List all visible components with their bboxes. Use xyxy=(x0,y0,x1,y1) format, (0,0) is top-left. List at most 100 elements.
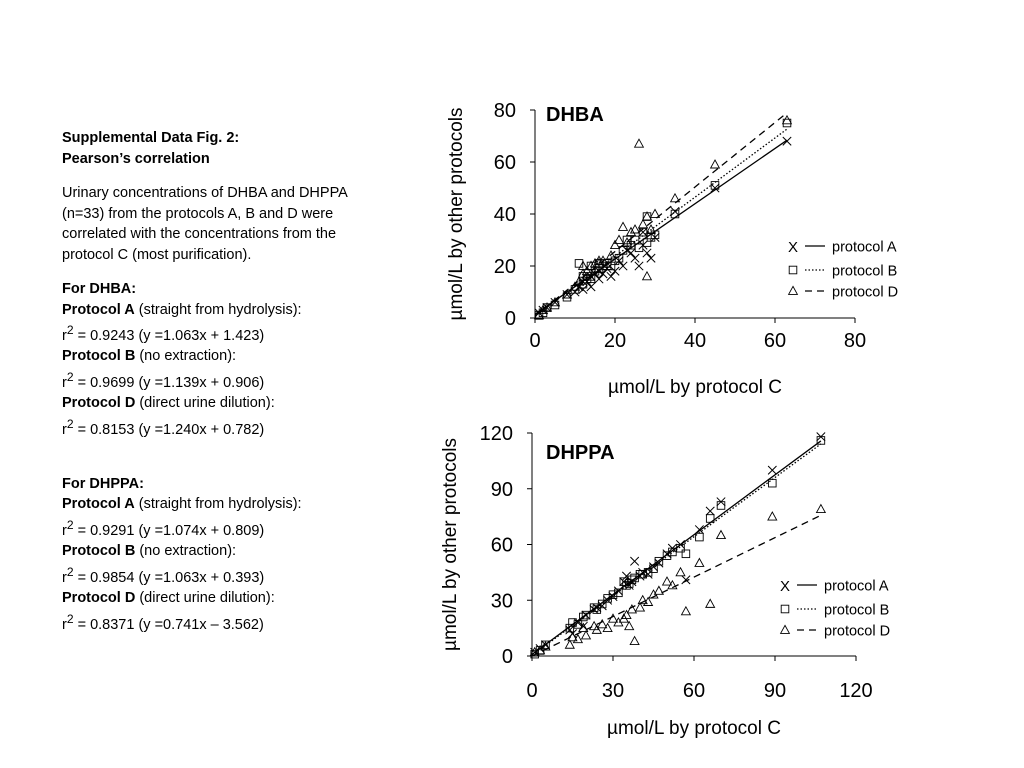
dhba-r2-b: r2 = 0.9699 (y =1.139x + 0.906) xyxy=(62,367,402,393)
intro-line: Urinary concentrations of DHBA and DHPPA xyxy=(62,185,348,201)
legend-label: protocol D xyxy=(824,624,890,640)
data-point xyxy=(705,598,716,608)
protocol-label: Protocol A xyxy=(62,496,135,513)
data-point xyxy=(630,253,640,263)
trend-line-protocol-A xyxy=(531,440,822,656)
x-axis-label: µmol/L by protocol C xyxy=(608,377,782,398)
data-point xyxy=(654,556,664,566)
figure-title: Supplemental Data Fig. 2: xyxy=(62,130,240,146)
r2-value: = 0.9699 (y =1.139x + 0.906) xyxy=(73,374,265,391)
data-point xyxy=(578,622,589,632)
superscript: 2 xyxy=(66,611,74,626)
x-tick-label: 90 xyxy=(764,680,786,702)
trend-line-protocol-D xyxy=(534,112,788,317)
data-point xyxy=(705,506,715,516)
intro-line: protocol C (most purification). xyxy=(62,246,252,263)
x-tick-label: 60 xyxy=(683,680,705,702)
data-point xyxy=(550,297,560,307)
y-tick-label: 60 xyxy=(494,152,516,174)
data-point xyxy=(648,589,659,599)
data-point xyxy=(609,239,621,250)
dhppa-protocol-b: Protocol B (no extraction): xyxy=(62,541,402,562)
r2-value: = 0.9243 (y =1.063x + 1.423) xyxy=(73,327,265,344)
x-tick-label: 40 xyxy=(684,330,706,352)
dhppa-heading: For DHPPA: xyxy=(62,475,144,492)
data-point xyxy=(767,511,778,521)
legend-label: protocol A xyxy=(832,240,897,256)
data-point xyxy=(646,253,656,263)
dhba-heading: For DHBA: xyxy=(62,281,137,297)
data-point xyxy=(573,276,585,286)
data-point xyxy=(637,218,649,229)
superscript: 2 xyxy=(66,416,74,431)
legend-label: protocol A xyxy=(824,579,889,595)
legend-label: protocol D xyxy=(832,285,898,301)
data-point xyxy=(606,271,616,281)
data-point xyxy=(581,610,591,620)
dhba-r2-d: r2 = 0.8153 (y =1.240x + 0.782) xyxy=(62,414,402,440)
dhba-scatter-chart: 0 20 40 60 80 0 20 40 60 80 µmol/L by protocol C µm… xyxy=(446,100,898,398)
legend-label: protocol B xyxy=(832,264,897,280)
dhppa-r2-b: r2 = 0.9854 (y =1.063x + 0.393) xyxy=(62,562,402,588)
y-axis-label: µmol/L by other protocols xyxy=(440,438,461,651)
y-axis-label: µmol/L by other protocols xyxy=(446,107,467,320)
data-point xyxy=(710,183,720,193)
y-tick-label: 40 xyxy=(494,204,516,226)
r2-value: = 0.9291 (y =1.074x + 0.809) xyxy=(73,522,265,539)
data-point xyxy=(597,618,608,629)
dhppa-r2-d: r2 = 0.8371 (y =0.741x – 3.562) xyxy=(62,609,402,635)
data-point xyxy=(577,260,589,270)
data-point xyxy=(649,208,661,218)
protocol-label: Protocol B xyxy=(62,348,136,365)
data-point xyxy=(782,136,792,146)
data-point xyxy=(564,639,575,649)
figure-subtitle: Pearson’s correlation xyxy=(62,150,210,167)
data-point xyxy=(629,635,640,645)
data-point xyxy=(617,221,629,231)
trend-line-protocol-D xyxy=(531,514,822,657)
legend-label: protocol B xyxy=(824,603,889,619)
r-symbol: r xyxy=(62,421,67,438)
legend-marker-icon xyxy=(779,624,791,634)
data-point xyxy=(634,261,644,271)
data-point xyxy=(608,590,618,599)
data-point xyxy=(642,248,652,258)
data-point xyxy=(716,501,726,510)
dhppa-protocol-a: Protocol A (straight from hydrolysis): xyxy=(62,494,402,515)
data-point xyxy=(610,266,620,276)
protocol-desc: (direct urine dilution): xyxy=(135,590,275,607)
data-point xyxy=(768,478,777,488)
y-tick-label: 60 xyxy=(491,535,513,557)
data-point xyxy=(634,243,644,253)
y-tick-label: 20 xyxy=(494,256,516,278)
series-protocol-D xyxy=(529,503,827,657)
chart-title: DHPPA xyxy=(546,442,615,464)
dhppa-scatter-chart: 0 30 60 90 120 0 30 60 90 120 µmol/L by protocol C… xyxy=(440,423,890,739)
data-point xyxy=(767,465,777,475)
data-point xyxy=(625,226,637,237)
r2-value: = 0.8371 (y =0.741x – 3.562) xyxy=(73,616,264,633)
data-point xyxy=(634,602,646,612)
data-point xyxy=(675,566,686,577)
dhppa-r2-a: r2 = 0.9291 (y =1.074x + 0.809) xyxy=(62,515,402,541)
dhba-protocol-b: Protocol B (no extraction): xyxy=(62,346,402,367)
superscript: 2 xyxy=(66,517,74,532)
intro-line: (n=33) from the protocols A, B and D wer… xyxy=(62,205,334,222)
data-point xyxy=(638,227,648,237)
data-point xyxy=(681,549,691,559)
protocol-label: Protocol A xyxy=(62,301,135,318)
data-point xyxy=(781,114,793,125)
protocol-desc: (direct urine dilution): xyxy=(135,395,275,412)
protocol-desc: (no extraction): xyxy=(135,543,237,560)
r-symbol: r xyxy=(62,569,67,586)
data-point xyxy=(624,620,635,631)
r2-value: = 0.9854 (y =1.063x + 0.393) xyxy=(73,569,265,586)
y-tick-label: 0 xyxy=(505,308,516,330)
superscript: 2 xyxy=(66,564,74,579)
x-tick-label: 60 xyxy=(764,330,786,352)
legend-x-icon: X xyxy=(788,239,798,256)
description-panel: Supplemental Data Fig. 2: Pearson’s corr… xyxy=(62,128,402,635)
r-symbol: r xyxy=(62,327,67,344)
